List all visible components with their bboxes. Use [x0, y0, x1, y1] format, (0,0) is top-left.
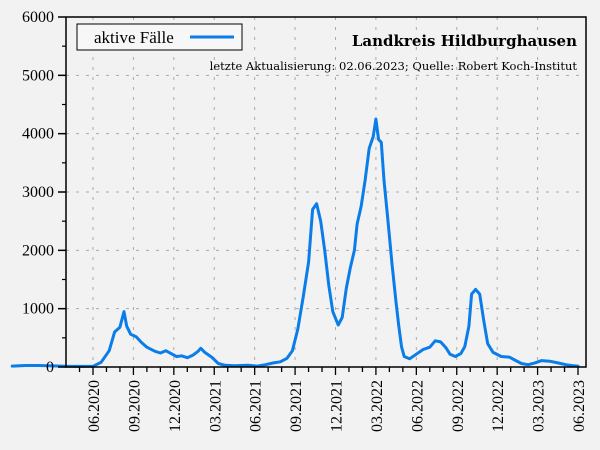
x-tick-label: 09.2021: [288, 380, 305, 432]
chart-subtitle: letzte Aktualisierung: 02.06.2023; Quell…: [210, 59, 578, 73]
series-line: [10, 117, 580, 368]
y-tick-label: 4000: [22, 126, 54, 143]
x-tick-label: 06.2021: [248, 380, 265, 432]
x-axis: 06.2020 09.2020 12.2020 03.2021 06.2021 09.20…: [78, 367, 588, 432]
x-tick-label: 03.2023: [531, 380, 548, 432]
grid-lines: [66, 17, 586, 367]
y-tick-label: 5000: [22, 67, 54, 84]
x-tick-label: 12.2020: [167, 380, 184, 432]
x-tick-label: 06.2022: [409, 380, 426, 432]
chart-title: Landkreis Hildburghausen: [352, 32, 577, 50]
x-tick-label: 03.2021: [207, 380, 224, 432]
y-tick-label: 2000: [22, 242, 54, 259]
x-tick-label: 09.2022: [450, 380, 467, 432]
x-tick-label: 06.2023: [571, 380, 588, 432]
series-aktive-faelle: [10, 117, 580, 368]
y-tick-label: 3000: [22, 184, 54, 201]
y-tick-label: 6000: [22, 9, 54, 26]
x-tick-label: 03.2022: [369, 380, 386, 432]
y-axis: 0 1000 2000 3000 4000 5000 6000: [22, 9, 66, 376]
legend-label: aktive Fälle: [94, 28, 174, 47]
y-tick-label: 0: [46, 359, 54, 376]
legend: aktive Fälle: [76, 23, 243, 51]
x-tick-label: 12.2022: [490, 380, 507, 432]
x-tick-label: 09.2020: [126, 380, 143, 432]
x-tick-label: 12.2021: [329, 380, 346, 432]
x-tick-label: 06.2020: [86, 380, 103, 432]
y-tick-label: 1000: [22, 301, 54, 318]
